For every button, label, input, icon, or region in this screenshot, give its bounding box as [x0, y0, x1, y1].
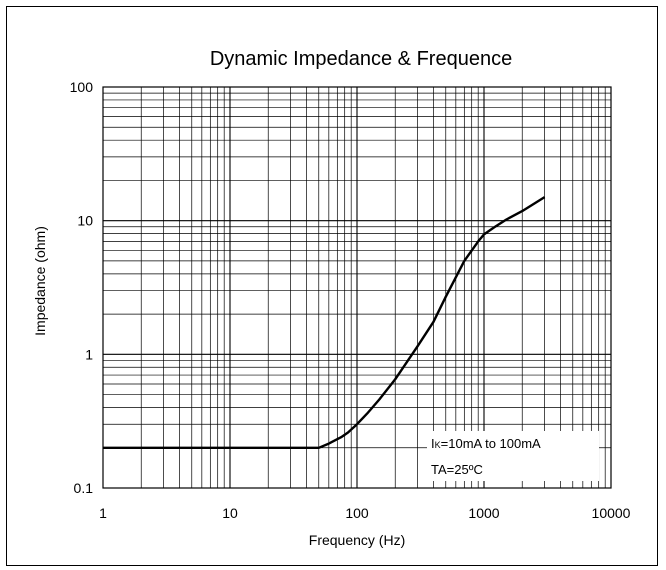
- annotation-line-2: TA=25ºC: [431, 462, 483, 477]
- x-tick-labels: 1 10 100 1000 10000: [99, 505, 631, 521]
- y-tick-label: 1: [85, 346, 93, 362]
- condition-annotation: IK=10mA to 100mA TA=25ºC: [427, 431, 599, 481]
- x-tick-label: 10000: [592, 505, 631, 521]
- x-tick-label: 10: [222, 505, 238, 521]
- x-tick-label: 1000: [468, 505, 499, 521]
- plot-border: [102, 86, 612, 489]
- chart-frame: Dynamic Impedance & Frequence 1 10 100 1000…: [6, 6, 658, 566]
- chart-title: Dynamic Impedance & Frequence: [210, 48, 512, 70]
- x-axis-label: Frequency (Hz): [309, 532, 405, 548]
- y-tick-labels: 0.1 1 10 100: [70, 79, 94, 496]
- x-tick-label: 1: [99, 505, 107, 521]
- grid: [103, 87, 611, 488]
- annotation-line-1: IK=10mA to 100mA: [431, 436, 541, 451]
- y-axis-label: Impedance (ohm): [32, 226, 48, 336]
- x-tick-label: 100: [345, 505, 369, 521]
- series-group: [103, 196, 546, 449]
- impedance-chart: Dynamic Impedance & Frequence 1 10 100 1000…: [32, 48, 631, 548]
- annotation-background: [427, 431, 599, 481]
- y-tick-label: 100: [70, 79, 94, 95]
- impedance-series-line: [103, 196, 546, 449]
- y-tick-label: 0.1: [74, 480, 94, 496]
- y-tick-label: 10: [77, 213, 93, 229]
